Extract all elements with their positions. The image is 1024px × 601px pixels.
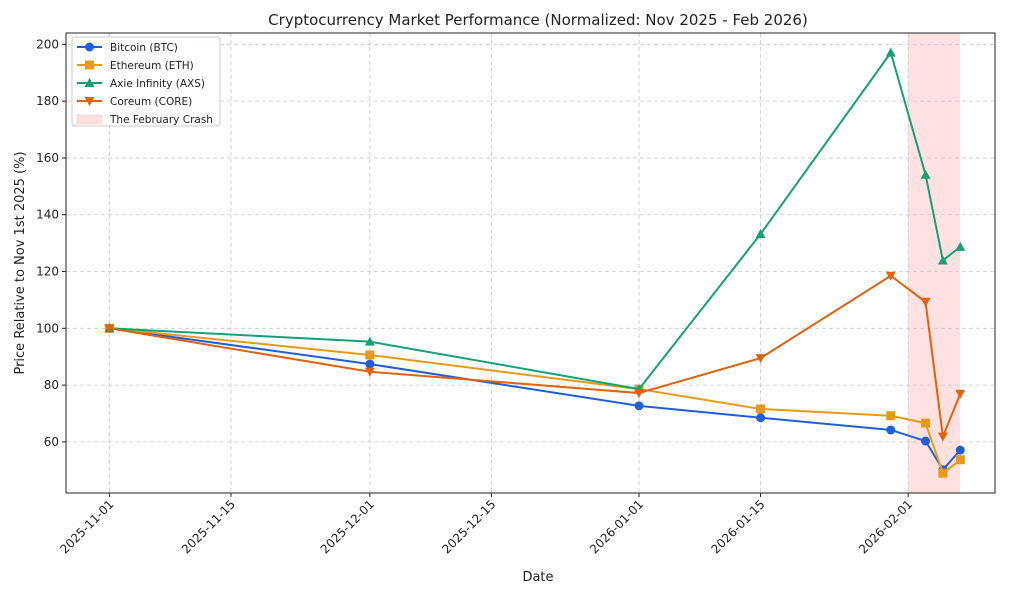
legend-item: Axie Infinity (AXS) xyxy=(77,78,205,90)
plot-frame xyxy=(65,32,996,494)
data-point xyxy=(885,47,896,57)
legend-label: Axie Infinity (AXS) xyxy=(110,78,205,90)
y-tick-label: 120 xyxy=(36,265,59,279)
legend-item: The February Crash xyxy=(76,114,213,126)
data-point xyxy=(84,78,95,87)
data-point xyxy=(937,255,948,265)
y-tick-label: 140 xyxy=(36,208,59,222)
legend-item: Ethereum (ETH) xyxy=(77,60,194,72)
data-point xyxy=(886,425,896,435)
y-tick-label: 80 xyxy=(44,378,59,392)
x-axis-label: Date xyxy=(522,570,553,585)
data-point xyxy=(921,418,931,428)
legend-swatch xyxy=(76,114,103,125)
data-point xyxy=(920,169,931,179)
x-tick-label: 2026-01-01 xyxy=(587,497,646,556)
crash-shaded-span xyxy=(908,33,961,493)
data-point xyxy=(921,436,931,446)
legend-label: The February Crash xyxy=(109,114,213,126)
data-point xyxy=(955,241,966,251)
legend-item: Bitcoin (BTC) xyxy=(77,42,178,54)
data-point xyxy=(634,389,645,399)
legend: Bitcoin (BTC) Ethereum (ETH) Axie Infinity… xyxy=(71,36,221,127)
legend-label: Bitcoin (BTC) xyxy=(110,42,178,54)
chart-title: Cryptocurrency Market Performance (Norma… xyxy=(268,11,808,29)
legend-box xyxy=(71,36,221,127)
series-line xyxy=(109,50,961,391)
series-1 xyxy=(104,323,965,478)
data-point xyxy=(364,336,375,346)
y-tick-label: 200 xyxy=(36,37,59,51)
data-point xyxy=(756,413,766,423)
y-tick-label: 100 xyxy=(36,321,59,335)
data-point xyxy=(955,445,965,455)
data-point xyxy=(920,297,931,307)
y-tick-label: 180 xyxy=(36,94,59,108)
x-tick-label: 2026-01-15 xyxy=(708,497,767,556)
data-point xyxy=(365,359,375,369)
y-axis-label: Price Relative to Nov 1st 2025 (%) xyxy=(13,151,28,374)
series-line xyxy=(109,274,962,441)
data-point xyxy=(755,354,766,364)
data-point xyxy=(365,350,375,360)
data-point xyxy=(937,432,948,442)
data-point xyxy=(755,229,766,239)
series-0 xyxy=(104,323,965,475)
data-point xyxy=(756,404,766,414)
data-point xyxy=(85,60,94,70)
data-point xyxy=(104,324,115,334)
data-point xyxy=(364,367,375,377)
data-point xyxy=(84,97,95,106)
series-line xyxy=(109,327,961,475)
y-tick-label: 160 xyxy=(36,151,59,165)
x-tick-label: 2025-11-01 xyxy=(57,497,116,556)
data-point xyxy=(85,42,94,52)
data-point xyxy=(955,389,966,399)
x-tick-label: 2025-11-15 xyxy=(179,497,238,556)
data-point xyxy=(885,271,896,281)
y-tick-label: 60 xyxy=(44,435,59,449)
data-point xyxy=(634,401,644,411)
series-3 xyxy=(104,271,966,442)
x-tick-label: 2025-12-01 xyxy=(318,497,377,556)
x-tick-label: 2025-12-15 xyxy=(439,497,498,556)
data-point xyxy=(955,455,965,465)
data-point xyxy=(938,468,948,478)
legend-label: Coreum (CORE) xyxy=(110,96,192,108)
x-tick-label: 2026-02-01 xyxy=(856,497,915,556)
legend-label: Ethereum (ETH) xyxy=(110,60,194,72)
data-point xyxy=(886,411,896,421)
legend-item: Coreum (CORE) xyxy=(77,96,192,108)
